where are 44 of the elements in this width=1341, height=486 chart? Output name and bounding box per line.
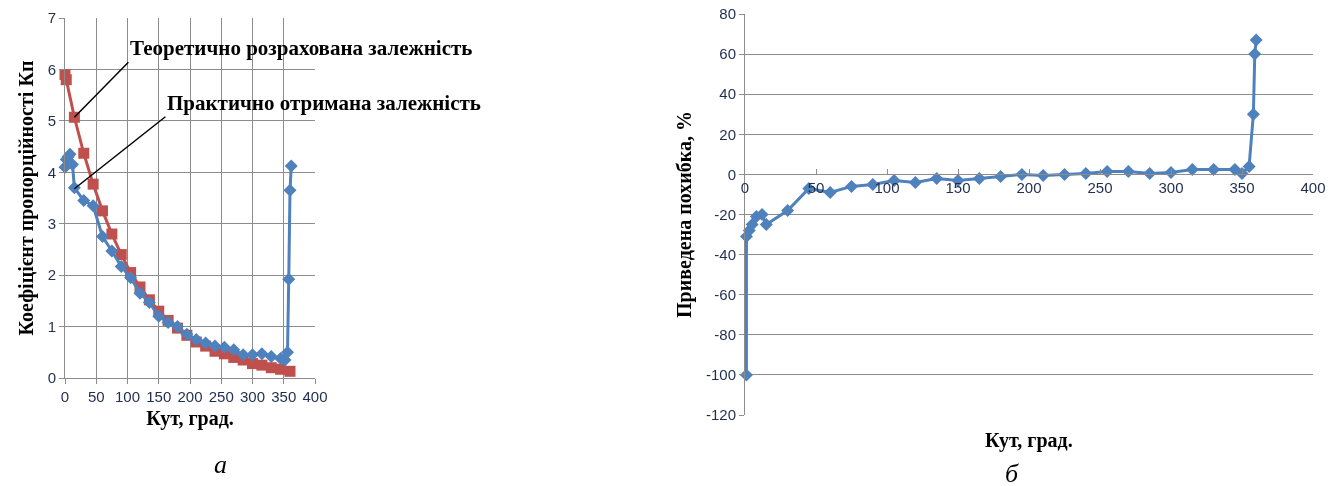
y-tick-label: 1 (47, 317, 56, 335)
x-tick-label: 200 (1016, 179, 1042, 197)
text: а (214, 450, 227, 479)
x-tick-label: 400 (1300, 179, 1326, 197)
x-axis-title: Кут, град. (985, 429, 1073, 452)
y-axis-title: Приведена похибка, % (673, 111, 697, 318)
x-tick-label: 0 (740, 179, 750, 197)
y-tick-label: 0 (47, 369, 56, 387)
x-tick-label: 200 (177, 388, 203, 405)
x-tick-label: 250 (1087, 179, 1113, 197)
x-tick-label: 0 (60, 388, 70, 405)
y-tick-label: 80 (719, 5, 736, 23)
x-tick-label: 350 (271, 388, 297, 405)
x-tick-label: 150 (146, 388, 172, 405)
y-tick-label: 4 (47, 163, 56, 181)
y-tick-label: -80 (714, 326, 736, 344)
y-tick-label: 3 (47, 214, 56, 232)
y-tick-label: 0 (727, 165, 736, 183)
y-tick-label: -40 (714, 245, 736, 263)
annotation: Практично отримана залежність (167, 91, 481, 115)
y-tick-label: 7 (47, 9, 56, 27)
x-tick-label: 300 (1158, 179, 1184, 197)
text: б (1005, 459, 1019, 486)
y-tick-label: -100 (705, 366, 736, 384)
x-tick-label: 350 (1229, 179, 1255, 197)
y-tick-label: 60 (719, 45, 736, 63)
y-tick-label: 5 (47, 112, 56, 130)
annotation: Теоретично розрахована залежність (130, 36, 473, 60)
y-tick-label: -60 (714, 285, 736, 303)
y-tick-label: -120 (705, 406, 736, 424)
x-tick-label: 250 (208, 388, 234, 405)
y-tick-label: 40 (719, 85, 736, 103)
x-tick-label: 50 (87, 388, 105, 405)
y-tick-label: 2 (47, 266, 56, 284)
x-tick-label: 400 (302, 388, 328, 405)
x-tick-label: 100 (874, 179, 900, 197)
y-tick-label: 20 (719, 125, 736, 143)
y-tick-label: 6 (47, 60, 56, 78)
y-axis-title: Коефіцієнт пропорційності Кп (15, 60, 39, 336)
x-tick-label: 150 (945, 179, 971, 197)
x-tick-label: 300 (239, 388, 266, 405)
x-tick-label: 100 (114, 388, 141, 405)
x-axis-title: Кут, град. (146, 406, 234, 430)
y-tick-label: -20 (714, 205, 736, 223)
